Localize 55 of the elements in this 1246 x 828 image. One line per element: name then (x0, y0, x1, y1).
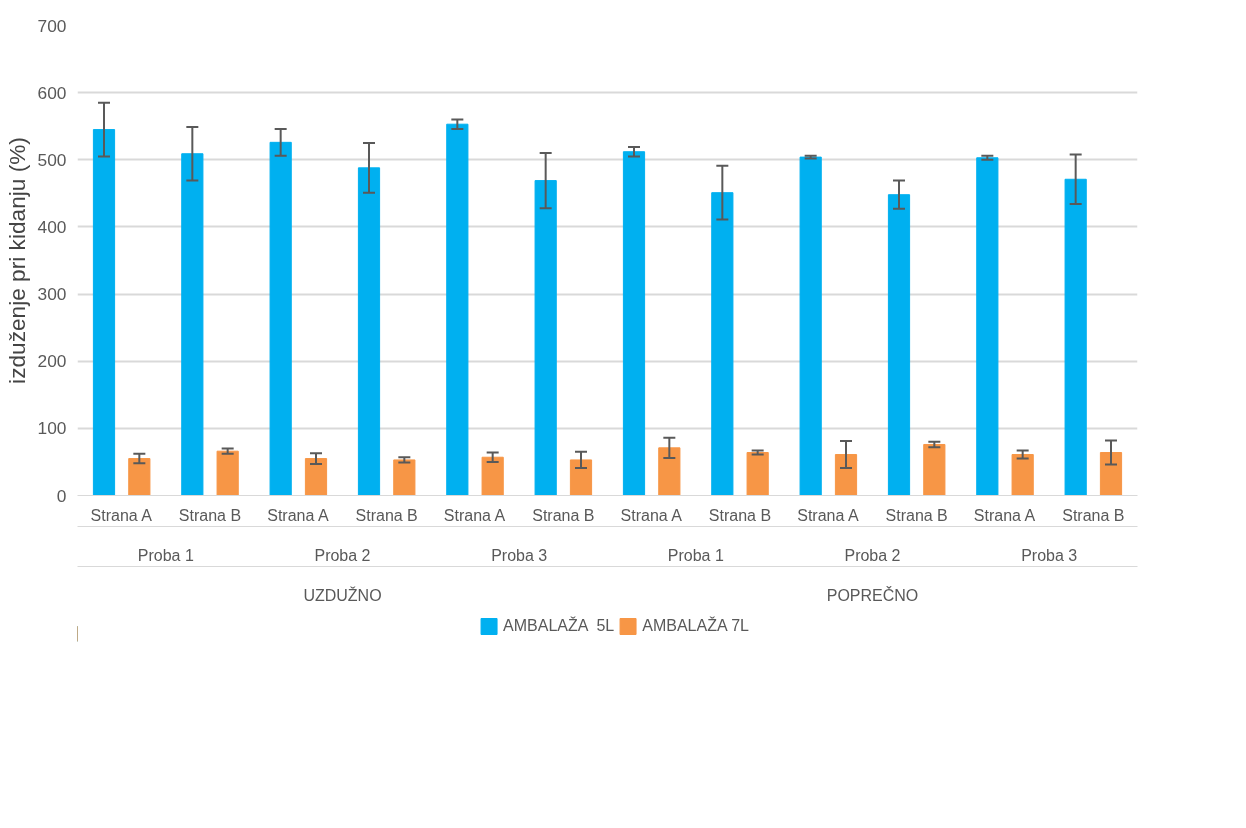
bar (181, 153, 204, 496)
y-tick-label: 200 (37, 351, 67, 372)
text: UZDUŽNO (303, 585, 382, 604)
bar (1064, 178, 1087, 496)
x-tick-label: Strana A (267, 506, 329, 524)
bar (834, 454, 858, 496)
x-tick-label: Strana A (443, 506, 506, 524)
bar (569, 459, 593, 496)
bar (887, 194, 911, 496)
bar (1011, 454, 1034, 496)
bar (746, 452, 769, 496)
bar (711, 192, 734, 496)
y-tick-label: 400 (37, 216, 67, 237)
bar (357, 167, 381, 496)
bar (622, 151, 646, 496)
bar (216, 450, 239, 496)
y-tick-label: 600 (37, 82, 67, 103)
x-tick-label: Strana B (885, 506, 948, 524)
y-tick-label: 700 (37, 15, 67, 36)
text: Proba 3 (1021, 546, 1078, 564)
x-tick-label: Strana B (532, 506, 595, 524)
bar (446, 123, 469, 496)
y-tick-label: 0 (56, 485, 67, 506)
bar (92, 129, 116, 496)
text: Proba 1 (137, 546, 194, 564)
bar (128, 458, 151, 496)
text: Proba 1 (667, 546, 724, 564)
text: Proba 2 (844, 546, 901, 564)
bar (269, 141, 292, 496)
bar (1099, 452, 1123, 496)
x-tick-label: Strana A (973, 506, 1036, 524)
x-tick-label: Strana A (797, 506, 859, 524)
x-tick-label: Strana A (90, 506, 153, 524)
y-tick-label: 500 (37, 149, 67, 170)
legend-label: AMBALAŽA 7L (642, 617, 749, 635)
text: Proba 3 (491, 546, 548, 564)
bar (799, 156, 822, 496)
x-tick-label: Strana B (1062, 506, 1125, 524)
bar (923, 443, 946, 496)
bar (534, 180, 557, 496)
legend-label: AMBALAŽA 5L (503, 617, 615, 635)
bar (393, 459, 416, 496)
text: Proba 2 (314, 546, 371, 564)
x-tick-label: Strana A (620, 506, 683, 524)
x-tick-label: Strana B (178, 506, 242, 524)
bar (481, 456, 504, 496)
bar (304, 458, 328, 496)
x-tick-label: Strana B (708, 506, 772, 524)
text: POPREČNO (826, 585, 919, 604)
x-tick-label: Strana B (355, 506, 418, 524)
bar (976, 157, 999, 496)
y-axis-title: izduženje pri kidanju (%) (3, 137, 30, 384)
bar (658, 447, 681, 496)
y-tick-label: 100 (37, 418, 67, 439)
y-tick-label: 300 (37, 284, 67, 305)
